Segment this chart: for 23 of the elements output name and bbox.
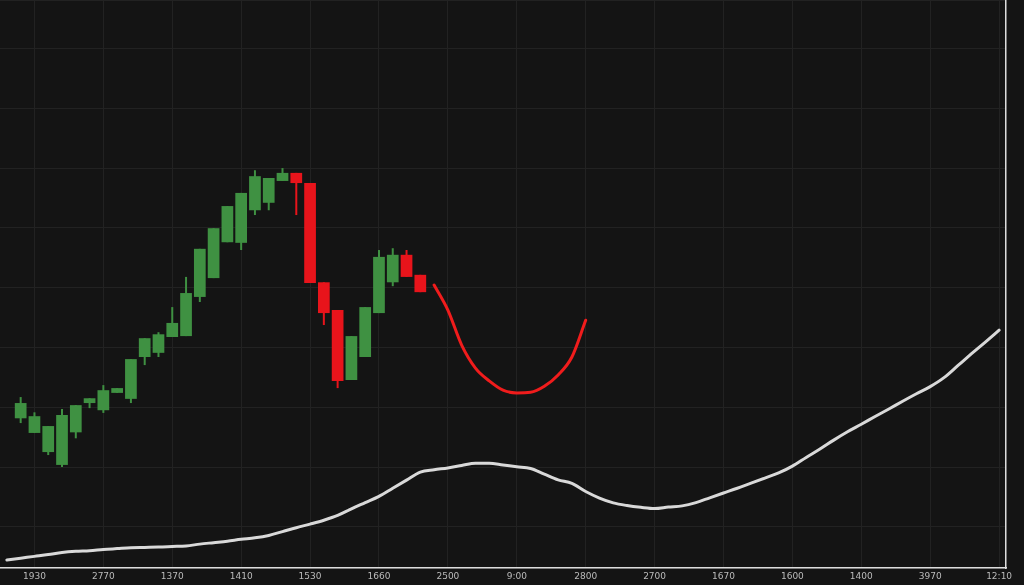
candlestick	[400, 249, 413, 278]
x-tick-label: 1530	[298, 570, 322, 581]
candlestick	[290, 171, 303, 217]
x-tick-label: 1600	[780, 570, 805, 581]
candlestick	[166, 306, 179, 338]
candlestick	[14, 396, 27, 425]
x-tick-label: 2800	[574, 570, 598, 581]
x-tick-label: 2500	[436, 570, 460, 581]
candlestick	[138, 337, 151, 367]
candlestick	[97, 384, 110, 414]
x-tick-label: 2700	[643, 570, 667, 581]
x-tick-label: 1370	[160, 570, 184, 581]
x-tick-label: 3970	[918, 570, 942, 581]
x-tick-label: 12:10	[986, 570, 1013, 581]
x-tick-label: 1400	[849, 570, 874, 581]
candlestick	[152, 331, 165, 359]
x-tick-label: 1410	[229, 570, 253, 581]
x-tick-label: 2770	[91, 570, 116, 581]
x-tick-label: 1670	[712, 570, 736, 581]
x-tick-label: 1660	[367, 570, 391, 581]
x-tick-label: 9:00	[506, 570, 528, 581]
candlestick	[28, 411, 41, 434]
x-tick-label: 1930	[23, 570, 47, 581]
